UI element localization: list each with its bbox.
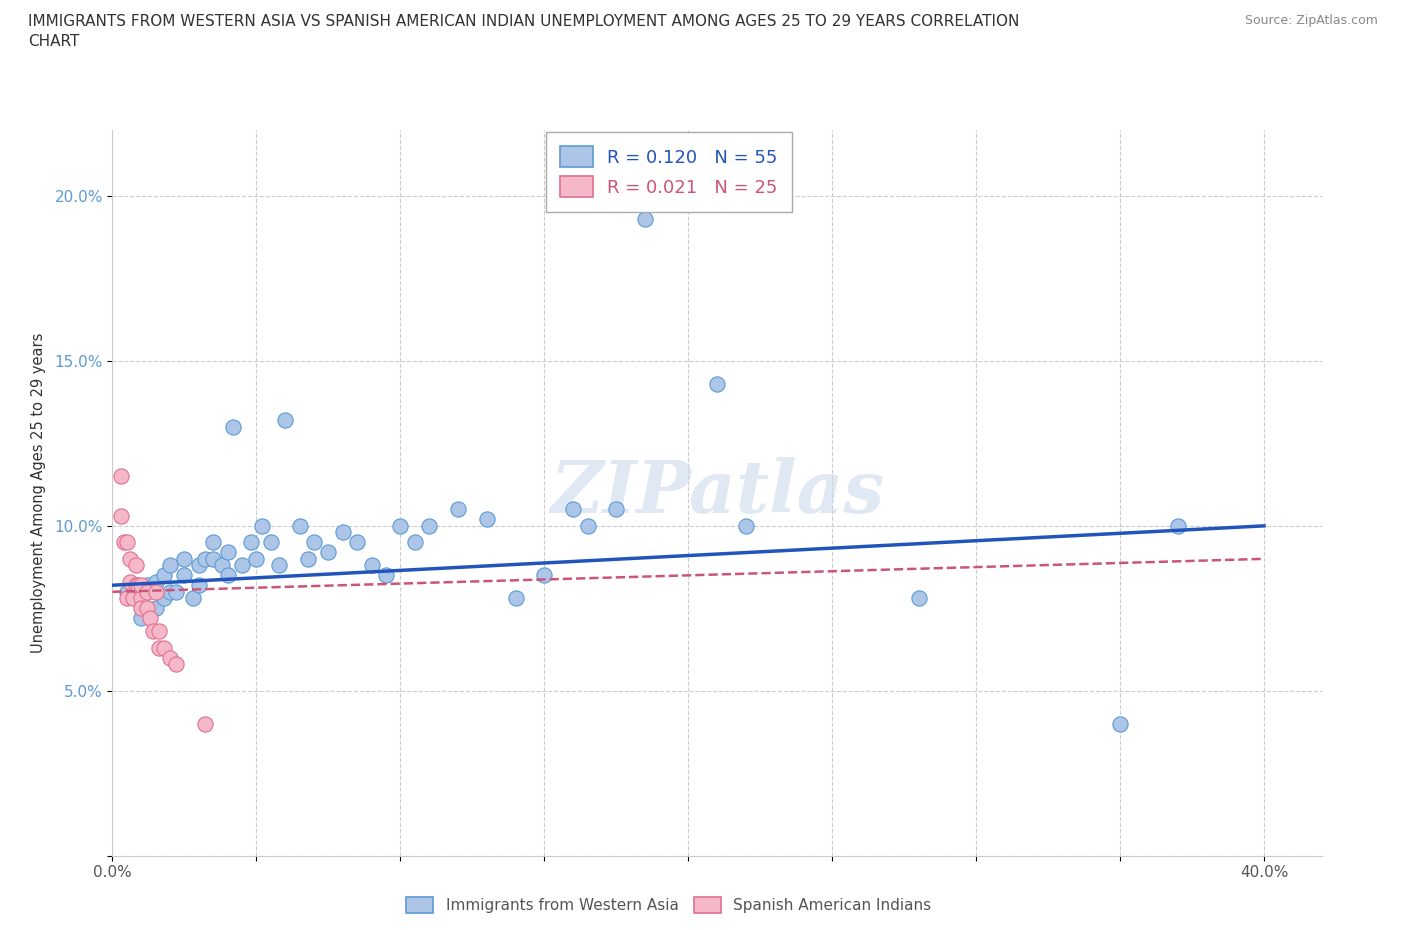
Point <box>153 641 176 656</box>
Point <box>202 551 225 566</box>
Point <box>288 518 311 533</box>
Point <box>239 535 262 550</box>
Point <box>136 578 159 592</box>
Point <box>118 575 141 590</box>
Point <box>129 601 152 616</box>
Point <box>173 551 195 566</box>
Point <box>173 568 195 583</box>
Point <box>121 591 143 605</box>
Legend: Immigrants from Western Asia, Spanish American Indians: Immigrants from Western Asia, Spanish Am… <box>398 889 939 921</box>
Point <box>634 212 657 227</box>
Point <box>145 601 167 616</box>
Point <box>404 535 426 550</box>
Point <box>533 568 555 583</box>
Point <box>165 584 187 599</box>
Point <box>318 545 340 560</box>
Point <box>332 525 354 540</box>
Point <box>148 624 170 639</box>
Point <box>159 584 181 599</box>
Point <box>576 518 599 533</box>
Point <box>907 591 929 605</box>
Point <box>124 558 146 573</box>
Point <box>297 551 319 566</box>
Point <box>110 509 132 524</box>
Point <box>136 584 159 599</box>
Point <box>211 558 233 573</box>
Text: IMMIGRANTS FROM WESTERN ASIA VS SPANISH AMERICAN INDIAN UNEMPLOYMENT AMONG AGES : IMMIGRANTS FROM WESTERN ASIA VS SPANISH … <box>28 14 1019 29</box>
Point <box>562 502 585 517</box>
Point <box>734 518 756 533</box>
Y-axis label: Unemployment Among Ages 25 to 29 years: Unemployment Among Ages 25 to 29 years <box>31 333 46 653</box>
Point <box>148 641 170 656</box>
Point <box>129 611 152 626</box>
Point <box>145 575 167 590</box>
Point <box>187 558 209 573</box>
Point <box>159 650 181 665</box>
Point <box>475 512 498 526</box>
Text: Source: ZipAtlas.com: Source: ZipAtlas.com <box>1244 14 1378 27</box>
Point <box>194 716 217 731</box>
Point <box>129 578 152 592</box>
Point <box>118 551 141 566</box>
Point <box>222 419 245 434</box>
Point <box>706 377 728 392</box>
Point <box>217 568 239 583</box>
Point <box>165 657 187 671</box>
Point <box>302 535 325 550</box>
Point <box>142 624 165 639</box>
Point <box>375 568 398 583</box>
Text: CHART: CHART <box>28 34 80 49</box>
Point <box>418 518 440 533</box>
Point <box>115 591 138 605</box>
Point <box>202 535 225 550</box>
Point <box>360 558 382 573</box>
Point <box>260 535 283 550</box>
Point <box>139 611 162 626</box>
Point <box>389 518 412 533</box>
Point <box>1167 518 1189 533</box>
Point <box>145 584 167 599</box>
Point <box>605 502 627 517</box>
Point <box>217 545 239 560</box>
Text: ZIPatlas: ZIPatlas <box>550 458 884 528</box>
Point <box>124 584 146 599</box>
Point <box>112 535 135 550</box>
Point <box>129 591 152 605</box>
Point <box>159 558 181 573</box>
Point <box>187 578 209 592</box>
Point <box>274 413 297 428</box>
Point <box>124 578 146 592</box>
Point <box>194 551 217 566</box>
Point <box>447 502 470 517</box>
Point <box>153 591 176 605</box>
Point <box>346 535 368 550</box>
Point <box>1109 716 1132 731</box>
Point <box>115 535 138 550</box>
Point <box>505 591 527 605</box>
Point <box>231 558 253 573</box>
Point <box>129 591 152 605</box>
Point <box>136 601 159 616</box>
Point <box>110 469 132 484</box>
Point <box>153 568 176 583</box>
Point <box>127 578 149 592</box>
Point <box>181 591 204 605</box>
Point <box>115 584 138 599</box>
Point <box>269 558 291 573</box>
Point <box>245 551 267 566</box>
Point <box>250 518 273 533</box>
